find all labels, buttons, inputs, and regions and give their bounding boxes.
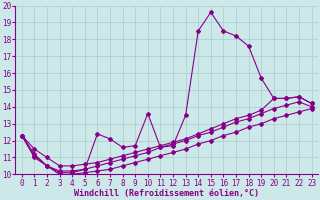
X-axis label: Windchill (Refroidissement éolien,°C): Windchill (Refroidissement éolien,°C) — [74, 189, 259, 198]
